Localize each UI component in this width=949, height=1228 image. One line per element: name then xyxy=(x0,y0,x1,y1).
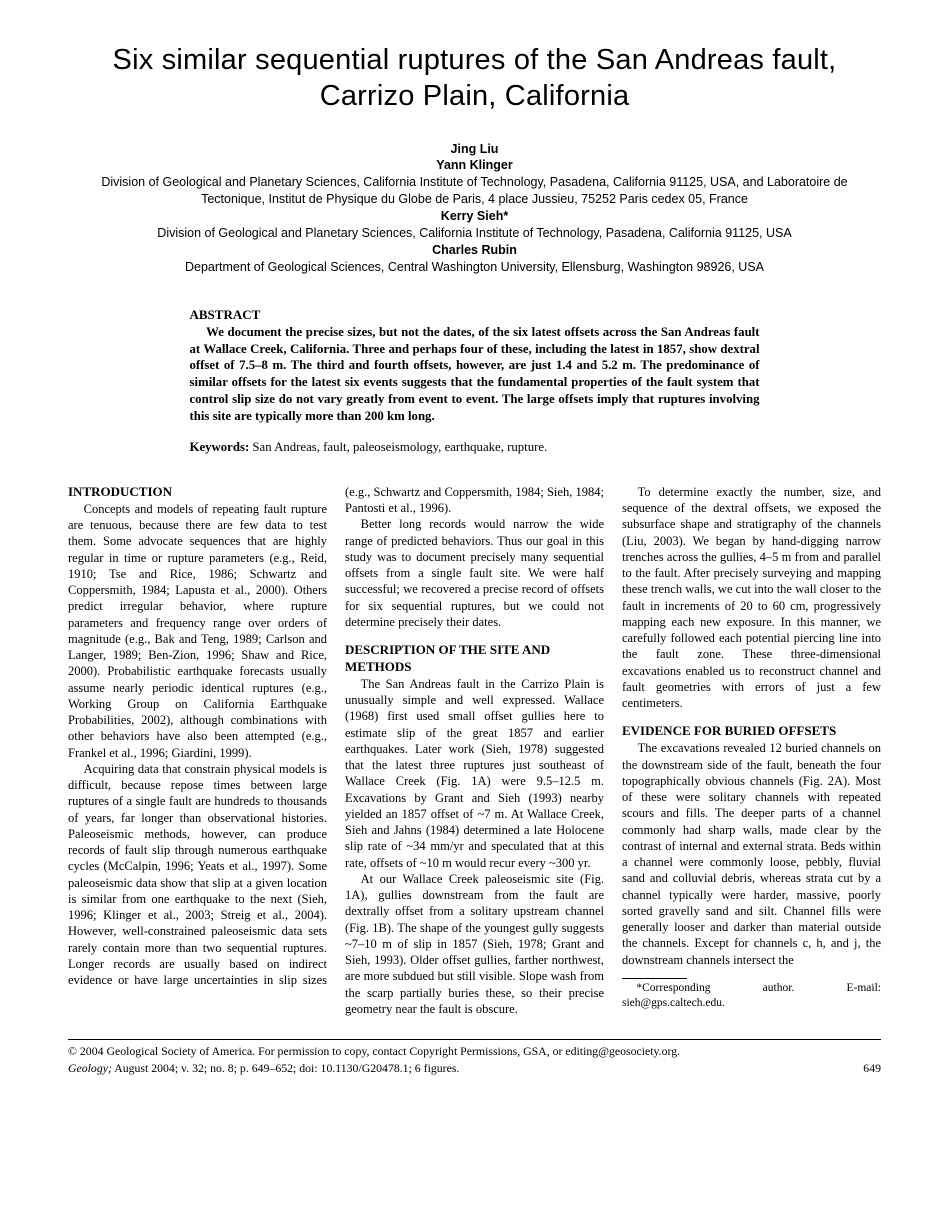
journal-citation: Geology; August 2004; v. 32; no. 8; p. 6… xyxy=(68,1061,459,1077)
footnote-block: *Corresponding author. E-mail: sieh@gps.… xyxy=(622,978,881,1011)
corresponding-author-footnote: *Corresponding author. E-mail: sieh@gps.… xyxy=(622,981,881,1011)
author-name-1: Jing Liu xyxy=(68,141,881,158)
site-para-1: The San Andreas fault in the Carrizo Pla… xyxy=(345,676,604,871)
journal-line: Geology; August 2004; v. 32; no. 8; p. 6… xyxy=(68,1061,881,1077)
footnote-rule xyxy=(622,978,687,979)
intro-para-1: Concepts and models of repeating fault r… xyxy=(68,501,327,761)
author-affil-3: Department of Geological Sciences, Centr… xyxy=(68,259,881,276)
keywords-line: Keywords: San Andreas, fault, paleoseism… xyxy=(190,439,760,456)
footer-rule xyxy=(68,1039,881,1040)
paper-title: Six similar sequential ruptures of the S… xyxy=(68,42,881,115)
abstract-heading: ABSTRACT xyxy=(190,306,760,323)
intro-heading: INTRODUCTION xyxy=(68,484,327,501)
journal-details: August 2004; v. 32; no. 8; p. 649–652; d… xyxy=(112,1061,459,1075)
abstract-block: ABSTRACT We document the precise sizes, … xyxy=(190,306,760,426)
page-number: 649 xyxy=(863,1061,881,1077)
authors-block: Jing Liu Yann Klinger Division of Geolog… xyxy=(68,141,881,276)
site-heading: DESCRIPTION OF THE SITE AND METHODS xyxy=(345,642,604,676)
author-name-4: Charles Rubin xyxy=(68,242,881,259)
intro-para-3: Better long records would narrow the wid… xyxy=(345,516,604,630)
author-affil-1: Division of Geological and Planetary Sci… xyxy=(68,174,881,208)
keywords-text: San Andreas, fault, paleoseismology, ear… xyxy=(249,440,547,454)
journal-name: Geology; xyxy=(68,1061,112,1075)
body-columns: INTRODUCTION Concepts and models of repe… xyxy=(68,484,881,1017)
author-name-2: Yann Klinger xyxy=(68,157,881,174)
keywords-label: Keywords: xyxy=(190,440,250,454)
site-para-3: To determine exactly the number, size, a… xyxy=(622,484,881,712)
site-para-2: At our Wallace Creek paleoseismic site (… xyxy=(345,871,604,1017)
evidence-heading: EVIDENCE FOR BURIED OFFSETS xyxy=(622,723,881,740)
author-affil-2: Division of Geological and Planetary Sci… xyxy=(68,225,881,242)
abstract-text: We document the precise sizes, but not t… xyxy=(190,324,760,425)
evidence-para-1: The excavations revealed 12 buried chann… xyxy=(622,740,881,968)
copyright-line: © 2004 Geological Society of America. Fo… xyxy=(68,1044,881,1060)
author-name-3: Kerry Sieh* xyxy=(68,208,881,225)
